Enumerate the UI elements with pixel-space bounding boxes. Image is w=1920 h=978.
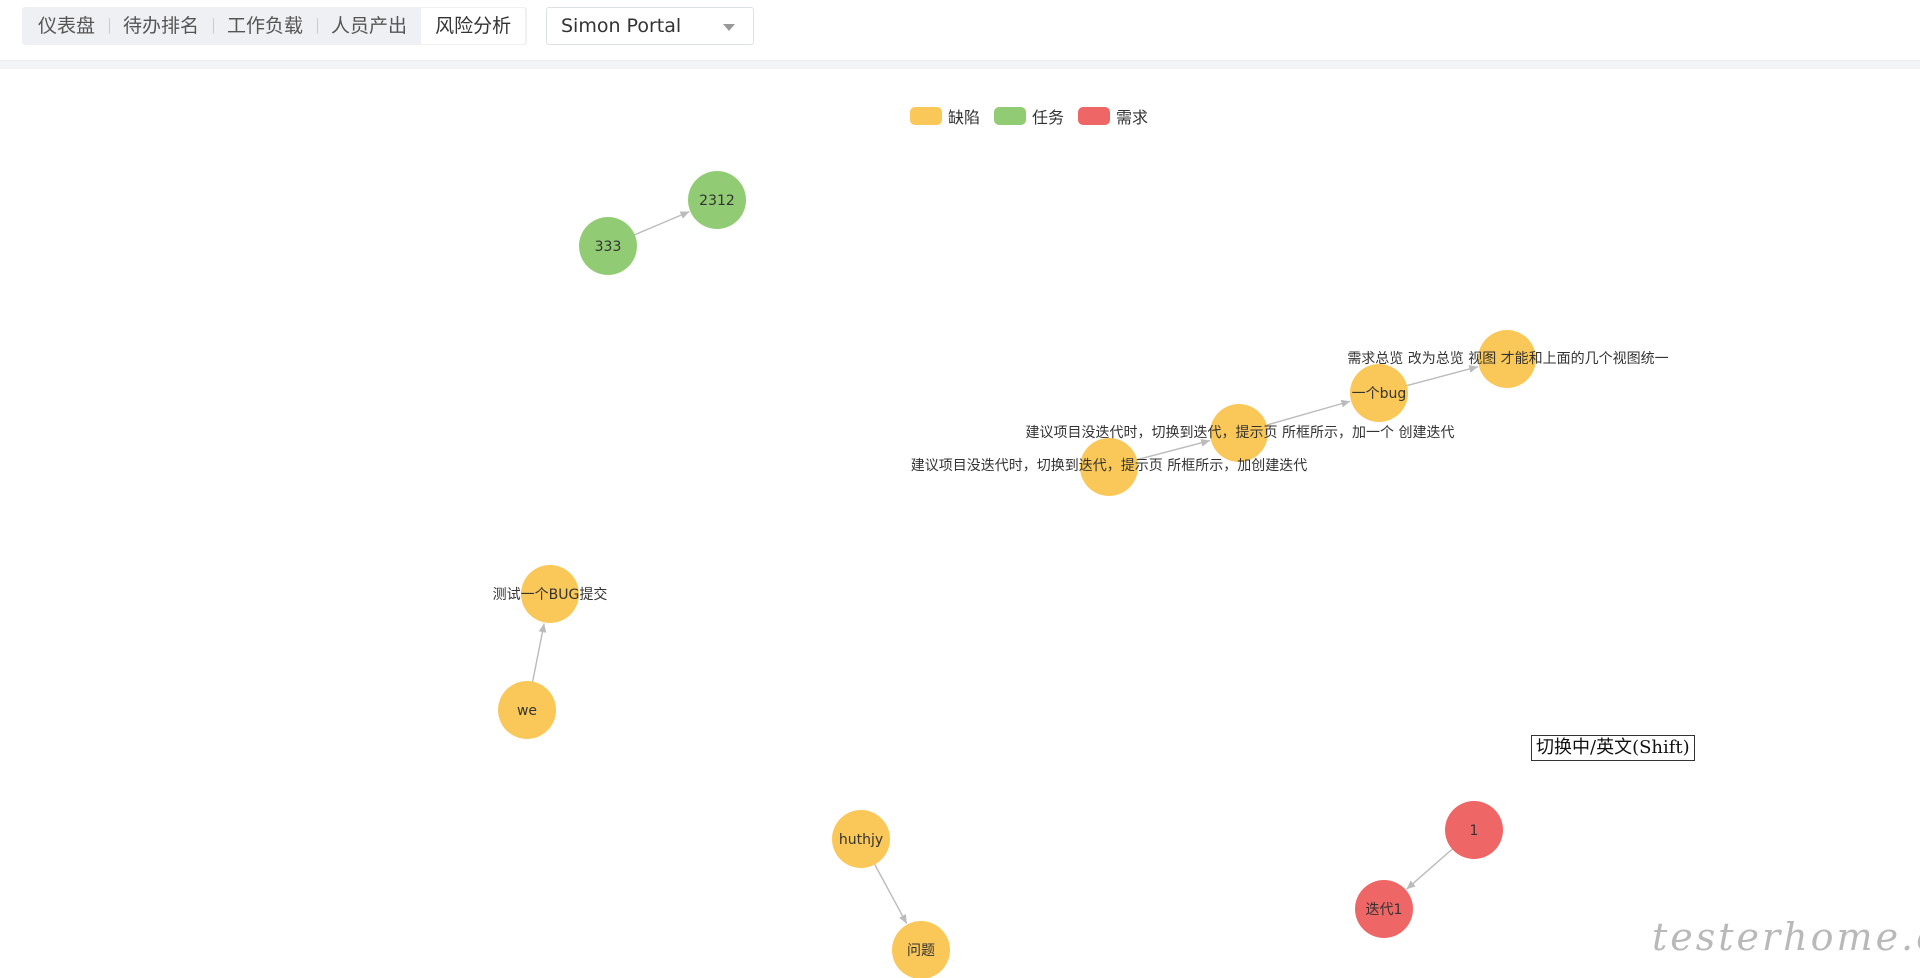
graph-node[interactable]: 一个bug bbox=[1350, 364, 1408, 422]
graph-node-label: 测试一个BUG提交 bbox=[493, 586, 608, 603]
tab-dashboard[interactable]: 仪表盘 bbox=[38, 15, 96, 37]
graph-node[interactable] bbox=[1210, 404, 1268, 462]
legend-item-requirement[interactable]: 需求 bbox=[1078, 104, 1148, 128]
graph-node-label: 1 bbox=[1470, 823, 1479, 839]
graph-node[interactable]: huthjy bbox=[832, 810, 890, 868]
chevron-down-icon bbox=[723, 24, 735, 31]
graph-link bbox=[634, 211, 690, 236]
graph-floating-labels: 需求总览 改为总览 视图 才能和上面的几个视图统一建议项目没迭代时，切换到迭代，… bbox=[911, 351, 1669, 474]
legend-swatch-task bbox=[994, 107, 1027, 125]
graph-node-label: 2312 bbox=[699, 193, 735, 209]
graph-node-circle[interactable] bbox=[1445, 801, 1503, 859]
graph-node-label: 一个bug bbox=[1352, 386, 1407, 402]
toolbar-divider bbox=[0, 61, 1920, 69]
view-tabs: 仪表盘 待办排名 工作负载 人员产出 风险分析 bbox=[22, 7, 528, 45]
graph-node-label: huthjy bbox=[839, 832, 883, 848]
graph-node[interactable]: 1 bbox=[1445, 801, 1503, 859]
graph-node-circle[interactable] bbox=[1478, 330, 1536, 388]
site-watermark: testerhome.com bbox=[1652, 915, 1920, 959]
graph-link bbox=[1406, 365, 1479, 387]
graph-node-circle[interactable] bbox=[832, 810, 890, 868]
legend-label-defect: 缺陷 bbox=[948, 108, 981, 127]
graph-node-label: 迭代1 bbox=[1366, 902, 1403, 918]
graph-link bbox=[1136, 439, 1211, 461]
legend-item-task[interactable]: 任务 bbox=[994, 104, 1064, 128]
graph-node-label: 问题 bbox=[907, 943, 935, 959]
graph-node-circle[interactable] bbox=[579, 217, 637, 275]
graph-nodes: 333 2312 一个bug 测试一个BUG提交 we huthjy 问题 1 迭代1 bbox=[493, 171, 1536, 978]
graph-node-title: 需求总览 改为总览 视图 才能和上面的几个视图统一 bbox=[1347, 351, 1668, 367]
graph-node-title: 建议项目没迭代时，切换到迭代，提示页 所框所示，加创建迭代 bbox=[911, 457, 1307, 474]
graph-link bbox=[531, 623, 547, 682]
graph-node-circle[interactable] bbox=[892, 921, 950, 978]
legend-swatch-defect bbox=[910, 107, 942, 125]
project-select-value: Simon Portal bbox=[561, 15, 682, 37]
tab-todo-ranking[interactable]: 待办排名 bbox=[109, 8, 213, 44]
legend-swatch-requirement bbox=[1078, 107, 1111, 125]
graph-node-circle[interactable] bbox=[1080, 438, 1138, 496]
graph-node-title: 建议项目没迭代时，切换到迭代，提示页 所框所示，加一个 创建迭代 bbox=[1026, 424, 1455, 441]
graph-node-circle[interactable] bbox=[1355, 880, 1413, 938]
graph-legend: 缺陷 任务 需求 bbox=[910, 104, 1162, 128]
graph-node-label: 333 bbox=[595, 239, 622, 255]
graph-node-circle[interactable] bbox=[688, 171, 746, 229]
graph-node-circle[interactable] bbox=[1350, 364, 1408, 422]
tab-workload[interactable]: 工作负载 bbox=[213, 8, 317, 44]
ime-toggle-tooltip: 切换中/英文(Shift) bbox=[1531, 735, 1695, 761]
graph-links bbox=[531, 211, 1479, 924]
graph-node-label: we bbox=[517, 703, 537, 719]
graph-node[interactable]: 迭代1 bbox=[1355, 880, 1413, 938]
graph-node[interactable] bbox=[1080, 438, 1138, 496]
project-select[interactable]: Simon Portal bbox=[546, 7, 754, 45]
graph-node-circle[interactable] bbox=[521, 565, 579, 623]
graph-node-circle[interactable] bbox=[1210, 404, 1268, 462]
graph-node[interactable]: we bbox=[498, 681, 556, 739]
legend-label-task: 任务 bbox=[1032, 108, 1065, 127]
graph-link bbox=[874, 864, 908, 924]
graph-link bbox=[1266, 399, 1351, 426]
graph-node-circle[interactable] bbox=[498, 681, 556, 739]
tab-member-output[interactable]: 人员产出 bbox=[317, 8, 421, 44]
top-toolbar: 仪表盘 待办排名 工作负载 人员产出 风险分析 Simon Portal bbox=[0, 0, 1920, 61]
legend-item-defect[interactable]: 缺陷 bbox=[910, 104, 980, 128]
graph-link bbox=[1406, 848, 1453, 890]
legend-label-requirement: 需求 bbox=[1116, 108, 1149, 127]
tab-risk-analysis[interactable]: 风险分析 bbox=[421, 8, 526, 44]
graph-node[interactable] bbox=[1478, 330, 1536, 388]
graph-node[interactable]: 测试一个BUG提交 bbox=[493, 565, 608, 623]
graph-node[interactable]: 问题 bbox=[892, 921, 950, 978]
graph-node[interactable]: 333 bbox=[579, 217, 637, 275]
graph-node[interactable]: 2312 bbox=[688, 171, 746, 229]
